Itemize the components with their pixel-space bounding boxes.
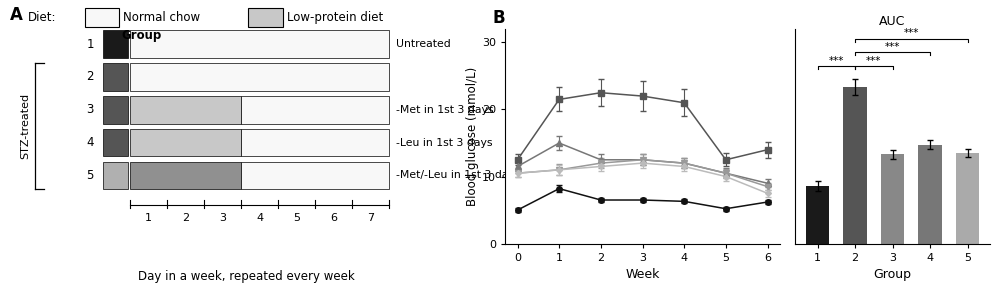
Text: Normal chow: Normal chow <box>123 11 200 24</box>
Text: -Met/-Leu in 1st 3 days: -Met/-Leu in 1st 3 days <box>396 170 521 180</box>
Text: Untreated: Untreated <box>396 39 451 49</box>
Bar <box>241 96 389 124</box>
Bar <box>806 186 829 244</box>
Text: 3: 3 <box>219 213 226 223</box>
Text: STZ-treated: STZ-treated <box>20 93 30 159</box>
Text: 7: 7 <box>367 213 375 223</box>
Text: 4: 4 <box>86 136 94 149</box>
Text: 4: 4 <box>256 213 263 223</box>
Bar <box>843 87 867 244</box>
Text: Low-protein diet: Low-protein diet <box>287 11 383 24</box>
Bar <box>103 63 128 91</box>
Text: ***: *** <box>904 28 919 39</box>
Bar <box>130 162 241 189</box>
Text: 5: 5 <box>86 169 94 182</box>
Text: B: B <box>492 9 505 27</box>
Text: -Met in 1st 3 days: -Met in 1st 3 days <box>396 105 494 115</box>
Bar <box>103 162 128 189</box>
Text: Day in a week, repeated every week: Day in a week, repeated every week <box>138 270 355 283</box>
Bar <box>130 63 389 91</box>
Text: ***: *** <box>866 56 881 66</box>
Bar <box>103 129 128 156</box>
Text: Diet:: Diet: <box>28 11 56 24</box>
Bar <box>241 162 389 189</box>
Text: 1: 1 <box>86 38 94 51</box>
Text: 2: 2 <box>86 70 94 84</box>
Y-axis label: Blood glucose (mmol/L): Blood glucose (mmol/L) <box>466 67 479 206</box>
Text: 3: 3 <box>86 103 94 116</box>
Text: ***: *** <box>829 56 844 66</box>
Bar <box>130 129 241 156</box>
Bar <box>918 144 942 244</box>
Text: 5: 5 <box>293 213 300 223</box>
Text: 6: 6 <box>330 213 337 223</box>
Bar <box>241 129 389 156</box>
Bar <box>248 8 283 27</box>
Title: AUC: AUC <box>879 15 906 28</box>
X-axis label: Week: Week <box>625 268 660 281</box>
Text: Group: Group <box>121 29 161 42</box>
Bar <box>130 30 389 58</box>
Text: 1: 1 <box>145 213 152 223</box>
Bar <box>85 8 119 27</box>
Bar <box>103 96 128 124</box>
Bar <box>881 155 904 244</box>
Text: 2: 2 <box>182 213 189 223</box>
Bar <box>103 30 128 58</box>
Text: ***: *** <box>885 42 900 52</box>
X-axis label: Group: Group <box>874 268 912 281</box>
Bar <box>956 153 979 244</box>
Text: A: A <box>10 6 22 24</box>
Bar <box>130 96 241 124</box>
Text: -Leu in 1st 3 days: -Leu in 1st 3 days <box>396 137 493 148</box>
